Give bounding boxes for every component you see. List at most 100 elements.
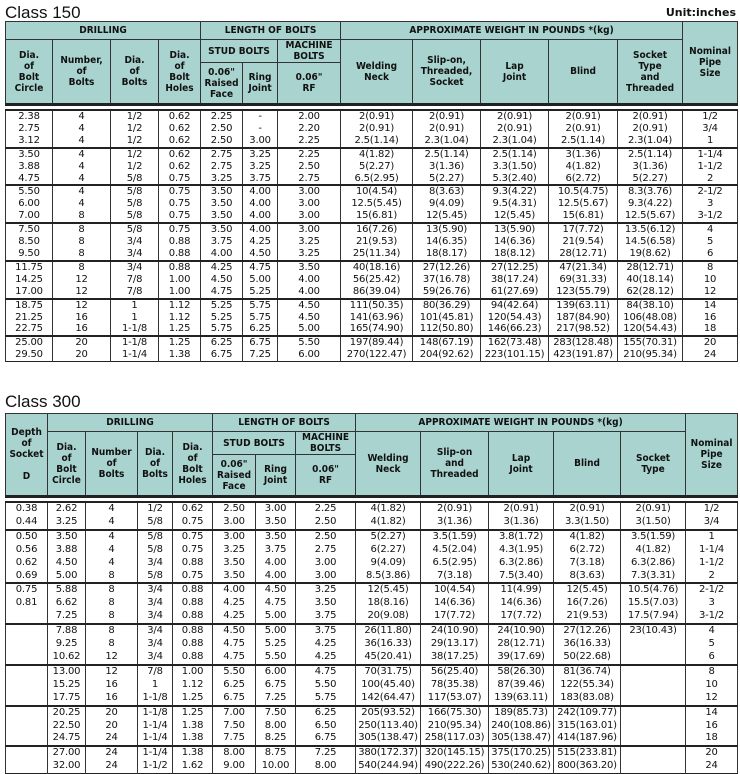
table-cell: 4(1.82)	[340, 147, 414, 161]
table-cell: 21(9.54)	[548, 236, 619, 248]
table-cell: 204(92.62)	[412, 349, 482, 362]
table-cell: 3.25	[242, 147, 279, 161]
table-cell: 4.00	[242, 210, 279, 224]
table-cell: 9.25	[47, 638, 86, 651]
table-cell: 2.38	[5, 110, 53, 123]
table-cell: 4.75	[212, 650, 257, 665]
table-cell: 87(39.46)	[488, 678, 555, 692]
table-row: 20.25 20 1-1/8 1.25 7.00 7.50 6.25 205(93.52) 16…	[5, 705, 739, 720]
table-cell: 24	[85, 732, 138, 747]
table-cell: 101(45.81)	[412, 311, 482, 324]
table-cell: 2	[685, 569, 739, 584]
table-cell: 17(7.72)	[420, 610, 490, 625]
table-cell: 8	[85, 569, 138, 584]
table-cell: 9.50	[5, 247, 53, 261]
table-cell: 2.50	[200, 122, 244, 135]
table-cell: 315(163.01)	[553, 719, 622, 733]
table-cell: 13(5.90)	[412, 223, 482, 237]
class-300-table: Depth of Socket D DRILLING LENGTH OF BOL…	[5, 413, 739, 774]
table-cell: 2.50	[200, 134, 244, 148]
table-cell: 4.00	[277, 273, 342, 286]
table-cell: 1-1/8	[137, 705, 173, 720]
table-cell: 2.50	[212, 502, 257, 516]
table-cell: 9.3(4.22)	[617, 198, 684, 211]
table-cell: 3/4	[682, 122, 739, 135]
table-cell: 6.75	[255, 678, 297, 692]
table-cell: 2.00	[277, 110, 342, 123]
table-cell: 5.75	[200, 323, 244, 337]
table-cell: 40(18.16)	[340, 260, 414, 274]
table-cell: 8	[85, 610, 138, 625]
table-cell: 4.50	[277, 311, 342, 324]
table-cell: 8	[52, 236, 111, 248]
table-cell: 1-1/2	[685, 556, 739, 570]
table-cell: 5.50	[255, 650, 297, 665]
table-cell: 3.00	[242, 134, 279, 148]
header-number-of-bolts: Number, of Bolts	[52, 39, 111, 105]
table-cell: 1-1/4	[685, 543, 739, 557]
table-cell: 2(0.91)	[480, 110, 550, 123]
table-row: 7.88 8 3/4 0.88 4.50 5.00 3.75 26(11.80) 24(10.9…	[5, 624, 739, 639]
table-cell: 50(22.68)	[553, 650, 622, 665]
table-cell: 36(16.33)	[355, 638, 422, 651]
table-cell: 5/8	[137, 569, 173, 584]
table-cell: 15(6.81)	[548, 210, 619, 224]
header-depth-of-socket: Depth of Socket D	[5, 413, 48, 497]
table-row: 7.50 8 5/8 0.75 3.50 4.00 3.00 16(7.26) 13(5.90)…	[5, 223, 739, 237]
table-cell: 6(2.72)	[548, 172, 619, 186]
table-row: 25.00 20 1-1/8 1.25 6.25 6.75 5.50 197(89.44) 14…	[5, 336, 739, 350]
table-cell: 11(4.99)	[488, 583, 555, 598]
table-cell: 14(6.36)	[488, 597, 555, 611]
table-cell: 10.62	[47, 650, 86, 665]
table-cell: 2(0.91)	[617, 110, 684, 123]
table-cell: 0.75	[5, 583, 48, 598]
table-cell: 5/8	[137, 543, 173, 557]
table-cell: 139(63.11)	[488, 691, 555, 706]
table-cell: 3/4	[137, 624, 173, 639]
table-cell: 7(3.18)	[420, 569, 490, 584]
table-cell: 3.00	[277, 198, 342, 211]
table-cell: 2(0.91)	[412, 122, 482, 135]
header-drilling: DRILLING	[4, 21, 202, 40]
table-cell: 2(0.91)	[617, 122, 684, 135]
table-cell: 5.00	[277, 323, 342, 337]
table-cell: 4.25	[242, 236, 279, 248]
table-cell: 2.5(1.14)	[617, 147, 684, 161]
header-stud-bolts: STUD BOLTS	[212, 431, 297, 455]
header-number-of-bolts: Number of Bolts	[85, 431, 138, 497]
table-cell: -	[242, 122, 279, 135]
table-cell: 0.75	[171, 569, 214, 584]
table-cell: 18.75	[5, 298, 53, 312]
table-cell: 8(3.63)	[553, 569, 622, 584]
table-cell: 3.25	[242, 160, 279, 173]
table-cell: 16	[685, 719, 739, 733]
table-cell	[5, 691, 48, 706]
table-cell: 14.5(6.58)	[617, 236, 684, 248]
table-cell: 9(4.09)	[355, 556, 422, 570]
table-cell: 2-1/2	[682, 185, 739, 199]
table-cell: 24	[85, 746, 138, 761]
table-cell: 4	[685, 624, 739, 639]
table-cell	[5, 760, 48, 774]
table-cell: 5.3(2.40)	[480, 172, 550, 186]
table-cell: 2(0.91)	[548, 122, 619, 135]
table-cell: 3.12	[5, 134, 53, 148]
table-cell: 5.25	[242, 285, 279, 299]
table-cell: 6.75	[242, 336, 279, 350]
table-cell: 10	[685, 678, 739, 692]
table-cell: 166(75.30)	[420, 705, 490, 720]
table-cell: 37(16.78)	[412, 273, 482, 286]
table-cell: 16(7.26)	[340, 223, 414, 237]
table-cell: 70(31.75)	[355, 664, 422, 679]
table-cell: 4(1.82)	[355, 515, 422, 530]
header-length-of-bolts: LENGTH OF BOLTS	[212, 413, 357, 432]
table-cell: 7.50	[5, 223, 53, 237]
table-cell: 4.50	[47, 556, 86, 570]
table-cell: 0.62	[157, 160, 202, 173]
table-cell: 8.00	[295, 760, 357, 774]
table-cell: 6	[682, 247, 739, 261]
table-cell: 1/2	[110, 134, 159, 148]
table-cell: 24(10.90)	[488, 624, 555, 639]
table-cell: 23(10.43)	[620, 624, 687, 639]
table-cell: 38(17.25)	[420, 650, 490, 665]
